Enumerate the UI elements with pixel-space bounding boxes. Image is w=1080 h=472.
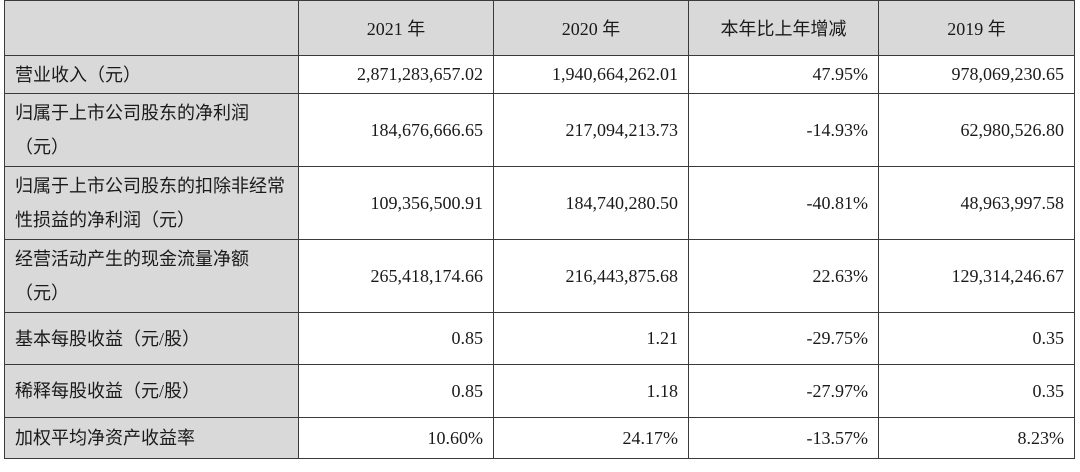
cell-2020: 184,740,280.50 [493,166,689,240]
table-header-row: 2021 年 2020 年 本年比上年增减 2019 年 [4,0,1075,56]
cell-change: 47.95% [688,55,879,94]
cell-2020: 217,094,213.73 [493,93,689,167]
cell-2020: 1,940,664,262.01 [493,55,689,94]
cell-2021: 109,356,500.91 [298,166,494,240]
table-row: 稀释每股收益（元/股） 0.85 1.18 -27.97% 0.35 [4,364,1075,418]
cell-change: 22.63% [688,239,879,313]
cell-2019: 48,963,997.58 [878,166,1075,240]
cell-2021: 265,418,174.66 [298,239,494,313]
table-row: 基本每股收益（元/股） 0.85 1.21 -29.75% 0.35 [4,312,1075,365]
cell-2021: 2,871,283,657.02 [298,55,494,94]
cell-change: -13.57% [688,417,879,459]
cell-2019: 978,069,230.65 [878,55,1075,94]
row-label: 经营活动产生的现金流量净额（元） [4,239,299,313]
header-cell-blank [4,0,299,56]
cell-2019: 8.23% [878,417,1075,459]
cell-2019: 62,980,526.80 [878,93,1075,167]
table-row: 归属于上市公司股东的净利润（元） 184,676,666.65 217,094,… [4,93,1075,167]
cell-2019: 129,314,246.67 [878,239,1075,313]
header-cell-2019: 2019 年 [878,0,1075,56]
row-label: 基本每股收益（元/股） [4,312,299,365]
table-row: 经营活动产生的现金流量净额（元） 265,418,174.66 216,443,… [4,239,1075,313]
cell-2021: 0.85 [298,364,494,418]
header-cell-2020: 2020 年 [493,0,689,56]
row-label: 归属于上市公司股东的扣除非经常性损益的净利润（元） [4,166,299,240]
cell-change: -40.81% [688,166,879,240]
cell-2019: 0.35 [878,364,1075,418]
cell-change: -29.75% [688,312,879,365]
cell-2019: 0.35 [878,312,1075,365]
row-label: 加权平均净资产收益率 [4,417,299,459]
table-row: 归属于上市公司股东的扣除非经常性损益的净利润（元） 109,356,500.91… [4,166,1075,240]
cell-2021: 0.85 [298,312,494,365]
row-label: 归属于上市公司股东的净利润（元） [4,93,299,167]
row-label: 营业收入（元） [4,55,299,94]
cell-2021: 184,676,666.65 [298,93,494,167]
row-label: 稀释每股收益（元/股） [4,364,299,418]
table-row: 加权平均净资产收益率 10.60% 24.17% -13.57% 8.23% [4,417,1075,459]
cell-2020: 216,443,875.68 [493,239,689,313]
financial-summary-table: 2021 年 2020 年 本年比上年增减 2019 年 营业收入（元） 2,8… [4,0,1075,459]
header-cell-2021: 2021 年 [298,0,494,56]
header-cell-change: 本年比上年增减 [688,0,879,56]
cell-change: -14.93% [688,93,879,167]
cell-2020: 1.18 [493,364,689,418]
cell-2020: 1.21 [493,312,689,365]
cell-change: -27.97% [688,364,879,418]
table-row: 营业收入（元） 2,871,283,657.02 1,940,664,262.0… [4,55,1075,94]
cell-2021: 10.60% [298,417,494,459]
cell-2020: 24.17% [493,417,689,459]
